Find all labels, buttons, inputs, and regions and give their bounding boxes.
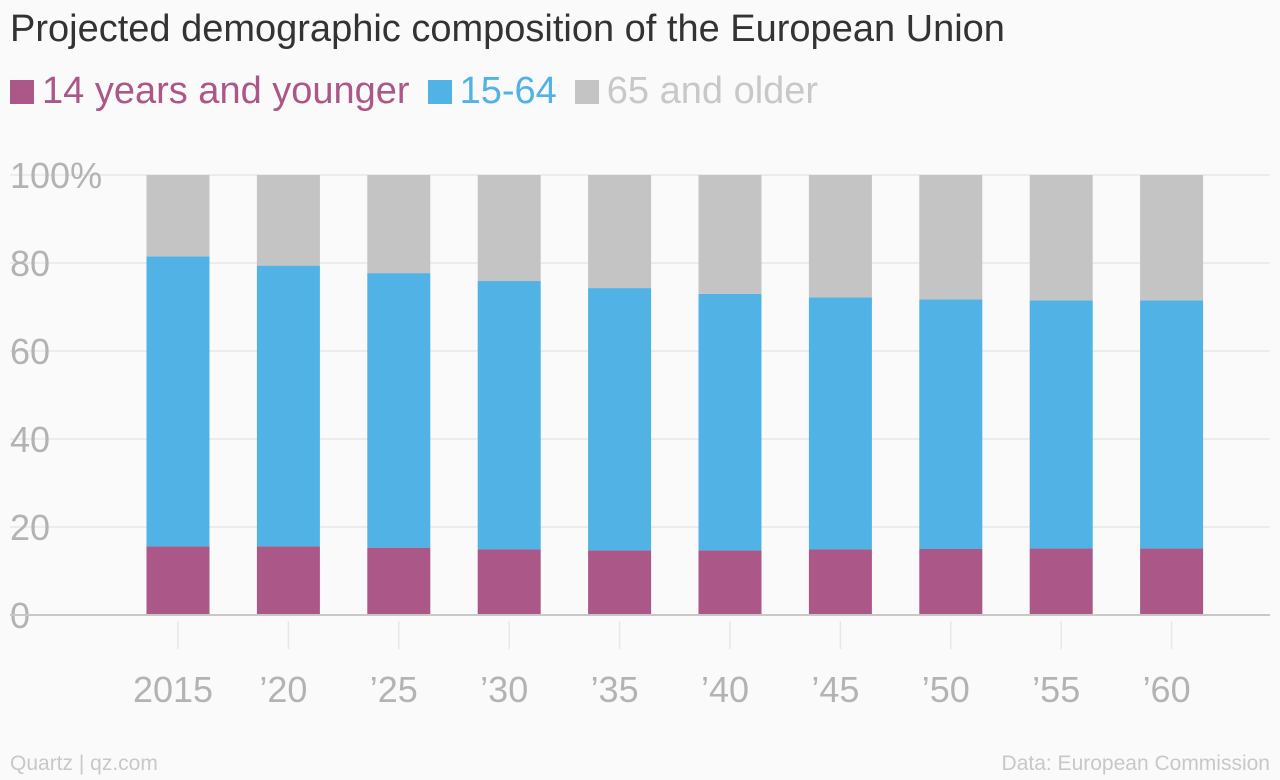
- bar-segment: [808, 549, 872, 615]
- bar-segment: [588, 175, 652, 289]
- x-tick-label: ’60: [1143, 669, 1191, 710]
- bar-segment: [146, 256, 210, 547]
- bar-segment: [698, 293, 762, 551]
- x-tick-label: ’55: [1032, 669, 1080, 710]
- bar-segment: [698, 175, 762, 294]
- bar-segment: [256, 546, 320, 615]
- x-tick-label: ’20: [259, 669, 307, 710]
- legend-item-65-plus: 65 and older: [574, 70, 819, 113]
- bar-segment: [698, 550, 762, 615]
- bar-segment: [477, 549, 541, 615]
- bar-segment: [367, 175, 431, 274]
- legend-item-under-15: 14 years and younger: [10, 70, 410, 113]
- bar-segment: [146, 546, 210, 615]
- y-tick-label: 60: [10, 331, 50, 372]
- legend-swatch-15-64: [427, 79, 452, 104]
- y-tick-label: 40: [10, 419, 50, 460]
- x-tick-label: ’35: [591, 669, 639, 710]
- bar-segment: [808, 175, 872, 298]
- bar-segment: [1029, 175, 1093, 301]
- chart-title: Projected demographic composition of the…: [10, 8, 1005, 50]
- footer-source: Data: European Commission: [1001, 752, 1270, 775]
- y-tick-label: 20: [10, 507, 50, 548]
- legend-swatch-under-15: [10, 79, 34, 104]
- x-tick-label: ’40: [701, 669, 749, 710]
- bars-layer: [146, 175, 1204, 615]
- axis-layer: 020406080100%2015’20’25’30’35’40’45’50’5…: [10, 155, 1270, 710]
- bar-segment: [1140, 175, 1204, 301]
- x-tick-label: ’25: [370, 669, 418, 710]
- bar-segment: [588, 288, 652, 551]
- y-tick-label: 100%: [10, 155, 102, 196]
- bar-segment: [588, 550, 652, 615]
- bar-segment: [477, 281, 541, 550]
- bar-segment: [256, 175, 320, 266]
- bar-segment: [1029, 300, 1093, 549]
- legend-label-65-plus: 65 and older: [606, 70, 819, 112]
- bar-segment: [146, 175, 210, 257]
- bar-segment: [1140, 300, 1204, 549]
- bar-segment: [919, 549, 983, 615]
- legend-label-15-64: 15-64: [459, 70, 557, 112]
- bar-segment: [367, 273, 431, 548]
- x-tick-label: 2015: [133, 669, 213, 710]
- legend-item-15-64: 15-64: [427, 70, 557, 113]
- x-tick-label: ’45: [811, 669, 859, 710]
- bar-segment: [919, 299, 983, 549]
- bar-segment: [1140, 548, 1204, 615]
- footer-credit: Quartz | qz.com: [10, 752, 158, 775]
- bar-segment: [256, 265, 320, 547]
- legend-label-under-15: 14 years and younger: [42, 70, 410, 112]
- x-tick-label: ’30: [480, 669, 528, 710]
- y-tick-label: 80: [10, 243, 50, 284]
- x-tick-label: ’50: [922, 669, 970, 710]
- bar-segment: [919, 175, 983, 300]
- legend-swatch-65-plus: [574, 79, 599, 104]
- bar-segment: [808, 297, 872, 550]
- chart-legend: 14 years and younger 15-64 65 and older: [10, 70, 836, 113]
- bar-segment: [1029, 548, 1093, 615]
- bar-segment: [477, 175, 541, 282]
- bar-segment: [367, 547, 431, 615]
